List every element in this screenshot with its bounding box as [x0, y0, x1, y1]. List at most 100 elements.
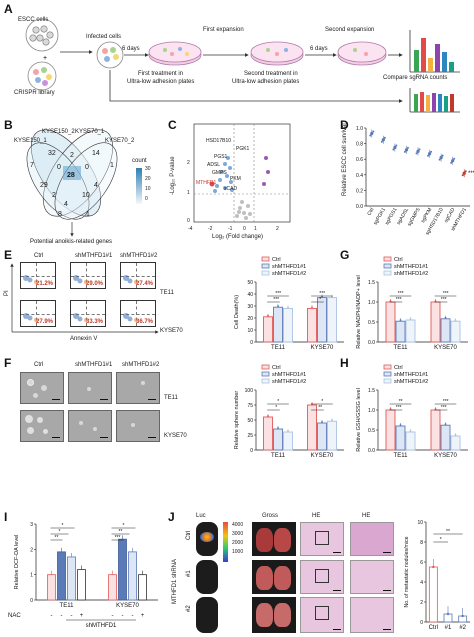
facs-pct: 36.7%: [135, 319, 153, 325]
significance-label: ***: [443, 291, 449, 297]
data-point: [277, 427, 279, 429]
panel-f-row-kyse70: KYSE70: [164, 433, 187, 439]
y-tick-label: 1.5: [368, 388, 375, 394]
bar: [47, 574, 56, 601]
data-point: [267, 314, 269, 317]
y-tick-label: 1: [30, 573, 33, 579]
significance-label: *: [62, 523, 64, 529]
bar: [327, 297, 337, 343]
venn-count: 28: [67, 172, 75, 179]
data-point: [321, 421, 323, 423]
venn-legend-tick: 10: [145, 186, 151, 192]
volcano-plot: [193, 123, 291, 223]
y-tick-label: 8: [420, 540, 423, 546]
y-tick-label: 0.0: [356, 204, 363, 210]
y-tick-label: 0: [250, 340, 253, 346]
y-tick-label: 75: [247, 403, 253, 409]
bar: [385, 301, 396, 343]
volcano-gene-label: PGK1: [236, 146, 250, 152]
data-point: [409, 318, 412, 320]
bar: [307, 404, 317, 451]
y-axis-label: No. of metastatic nodules/mice: [404, 536, 410, 607]
bar: [263, 316, 273, 343]
data-point: [444, 316, 447, 319]
facs-dots-overlay: [23, 275, 138, 322]
panel-label-f: F: [4, 356, 12, 370]
data-point: [451, 159, 455, 163]
nac-row-value: +: [80, 613, 84, 619]
panel-label-a: A: [4, 2, 13, 16]
y-axis-label: Relative sphere number: [234, 391, 240, 450]
bar: [450, 435, 461, 451]
volcano-ytick: 2: [187, 160, 190, 166]
group-label: shMTHFD1: [86, 623, 117, 629]
legend-swatch: [383, 378, 392, 384]
x-tick-label: #2: [459, 625, 466, 631]
data-point: [399, 319, 402, 322]
infected-cells-label: Infected cells: [86, 34, 122, 40]
data-point: [403, 150, 406, 153]
x-tick-label: TE11: [60, 603, 75, 609]
data-point: [453, 157, 456, 160]
volcano-gene-label: PKM: [230, 176, 241, 182]
svg-text:+: +: [43, 55, 47, 62]
data-point: [406, 146, 409, 149]
panel-j-header-gross: Gross: [262, 513, 279, 519]
he-image-2-low: [300, 597, 344, 633]
y-tick-label: 40: [247, 292, 253, 298]
data-point: [395, 144, 398, 147]
second-expansion-label: Second expansion: [325, 27, 375, 33]
x-tick-label: KYSE70: [434, 345, 457, 351]
he-image-ctrl-low: [300, 522, 344, 556]
venn-count: 1: [86, 211, 90, 218]
panel-f-row-te11: TE11: [164, 395, 178, 401]
y-tick-label: 30: [247, 304, 253, 310]
legend-swatch: [383, 371, 392, 377]
significance-label: ***: [275, 291, 281, 297]
bar: [405, 431, 416, 451]
gross-lung-ctrl: [252, 522, 296, 556]
volcano-gene-label: sCAD: [224, 186, 238, 192]
panel-label-b: B: [4, 118, 13, 132]
data-point: [393, 145, 397, 150]
panel-j-header-he1: HE: [312, 513, 321, 519]
y-tick-label: 50: [247, 418, 253, 424]
anoikis-genes-caption: Potential anoikis-related genes: [30, 239, 113, 245]
crispr-library-icon: [27, 61, 57, 91]
panel-f-col-sh1: shMTHFD1#1: [75, 362, 113, 368]
data-point: [287, 306, 289, 309]
y-tick-label: 20: [247, 316, 253, 322]
data-point: [370, 131, 374, 136]
legend-swatch: [261, 256, 270, 262]
panel-j-header-he2: HE: [362, 513, 371, 519]
venn-count: 4: [64, 201, 68, 208]
nac-row-value: -: [132, 613, 134, 619]
panel-label-c: C: [168, 118, 177, 132]
significance-label: *: [319, 297, 321, 303]
y-tick-label: 10: [247, 328, 253, 334]
y-tick-label: 0.4: [356, 173, 363, 179]
panel-label-e: E: [4, 248, 13, 262]
nac-row-value: -: [112, 613, 114, 619]
significance-label: **: [318, 405, 322, 411]
chart-d-ylabel: Relative ESCC cell survival: [342, 123, 348, 196]
volcano-ylabel: -Log₁₀ P-value: [170, 156, 176, 195]
venn-count: 10: [82, 192, 90, 199]
data-point: [383, 136, 386, 139]
panel-label-g: G: [340, 248, 350, 262]
sphere-image-kyse70-ctrl: [20, 410, 64, 442]
data-point: [427, 152, 432, 156]
panel-label-d: D: [340, 118, 349, 132]
data-point: [416, 149, 420, 153]
significance-label: ***: [468, 171, 474, 177]
sphere-image-te11-sh1: [68, 372, 112, 404]
venn-legend-tick: 20: [145, 176, 151, 182]
legend-label: shMTHFD1#1: [394, 264, 428, 270]
venn-count: 2: [52, 192, 56, 199]
legend-label: shMTHFD1#2: [272, 271, 306, 277]
x-tick-label: TE11: [394, 453, 409, 459]
y-tick-label: 0: [250, 448, 253, 454]
legend-label: shMTHFD1#2: [272, 379, 306, 385]
venn-count: 29: [40, 182, 48, 189]
